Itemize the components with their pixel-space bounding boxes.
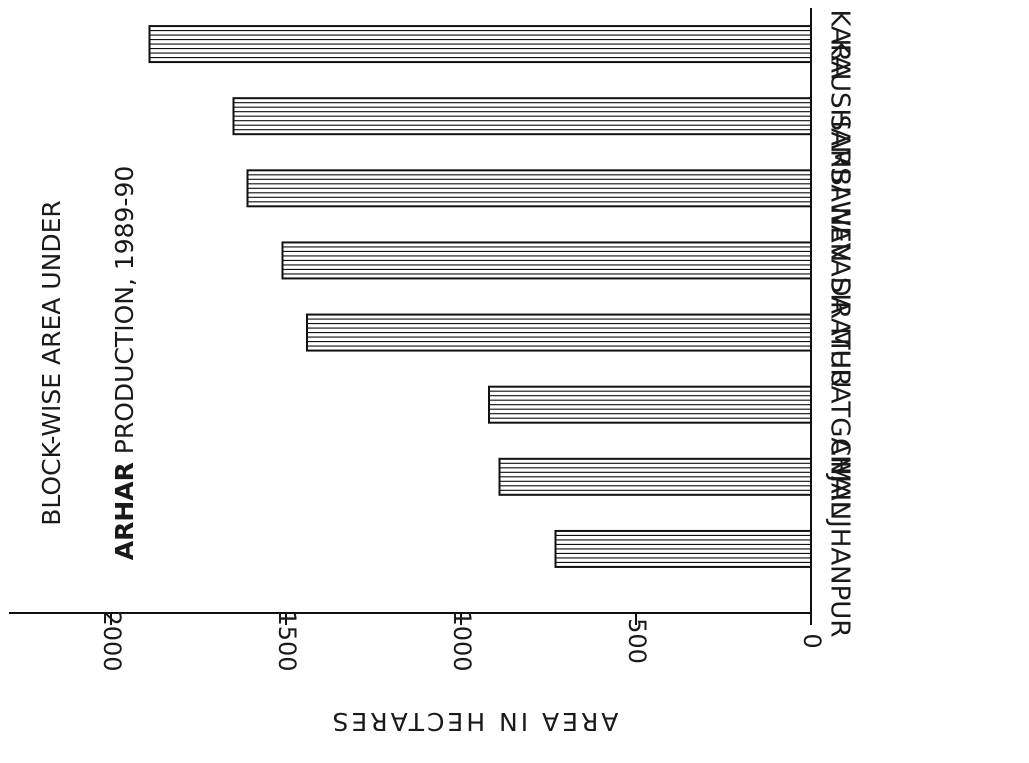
bars [148,25,812,568]
bar [246,169,812,208]
tick-label: 0 [798,633,826,648]
value-axis-ticks: 0 500 1000 1500 2000 [98,610,826,671]
tick-label: 1500 [273,610,301,671]
category-label: KAUSHAMBI [825,39,855,194]
bar [232,97,812,136]
value-axis-title: AREA IN HECTARES [330,707,619,736]
category-label: SIRATHU [825,277,855,388]
chart-title-line-2: ARHAR PRODUCTION, 1989-90 [110,166,139,561]
category-label: MANJHANPUR [825,460,855,637]
chart-title-rest: PRODUCTION, 1989-90 [110,166,139,462]
chart-title-line-1: BLOCK-WISE AREA UNDER [37,200,66,526]
chart-title-bold-word: ARHAR [110,462,139,560]
rotated-chart-group: 0 500 1000 1500 2000 MANJHANPURCHAILMURATGAN… [9,8,855,736]
bar [281,241,812,280]
category-label: SARSAWAN [825,114,855,262]
category-label: KARA [825,9,855,78]
category-labels: MANJHANPURCHAILMURATGANJSIRATHUNEVADASAR… [825,9,855,637]
category-label: NEVADA [825,207,855,314]
tick-label: 2000 [98,610,126,671]
bar [554,529,812,568]
bar [488,385,812,424]
bar [148,25,812,64]
bar [498,457,812,496]
category-label: CHAIL [825,438,855,516]
category-label: MURATGANJ [825,327,855,482]
bar [306,313,812,352]
tick-label: 500 [623,618,651,664]
tick-label: 1000 [448,610,476,671]
